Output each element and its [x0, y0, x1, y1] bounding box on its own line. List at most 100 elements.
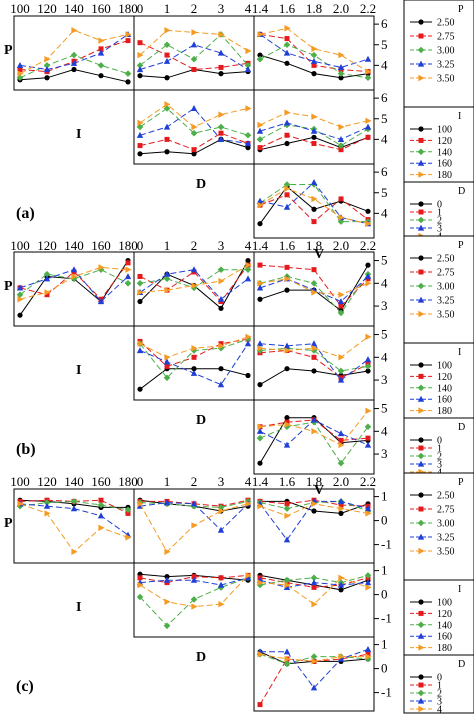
data-point	[245, 372, 251, 379]
data-point	[191, 147, 197, 153]
data-point	[191, 366, 197, 372]
series-line	[259, 500, 369, 541]
data-point	[44, 289, 51, 296]
data-point	[16, 284, 24, 291]
cell-I-V	[253, 562, 375, 638]
factor-label-D: D	[196, 413, 206, 428]
legend-entry: 120	[437, 372, 452, 383]
top-tick-label: 100	[10, 238, 30, 253]
data-point	[163, 270, 171, 277]
data-point	[245, 257, 251, 264]
data-point	[218, 31, 225, 38]
data-point	[43, 275, 51, 282]
data-point	[163, 123, 171, 130]
data-point	[98, 264, 105, 271]
data-point	[310, 579, 318, 586]
legend-marker	[418, 705, 425, 713]
legend-entry: 140	[437, 620, 452, 631]
data-point	[97, 62, 105, 69]
legend-frame	[403, 654, 474, 714]
data-point	[71, 27, 78, 34]
legend-entry: 0	[437, 673, 442, 684]
legend-entry: 2.75	[437, 505, 455, 516]
data-point	[164, 548, 171, 555]
data-point	[365, 280, 372, 287]
factor-label-D: D	[196, 650, 206, 665]
legend-entry: 2.75	[437, 268, 455, 279]
cell-frame	[133, 15, 255, 91]
legend-P: P2.50 2.75 3.00 3.25 3.50	[403, 235, 474, 344]
data-point	[245, 47, 252, 55]
top-tick-label: 2	[191, 238, 198, 253]
top-tick-label: 1	[164, 1, 171, 16]
legend-entry: 100	[437, 125, 452, 136]
data-point	[338, 441, 345, 449]
data-point	[71, 66, 77, 73]
series-line	[259, 27, 369, 73]
data-point	[164, 27, 171, 34]
data-point	[338, 502, 344, 508]
legend-marker	[417, 452, 425, 460]
data-point	[283, 505, 291, 512]
data-point	[283, 119, 291, 126]
data-point	[365, 510, 372, 517]
data-point	[163, 374, 171, 382]
data-point	[163, 576, 171, 583]
data-point	[164, 101, 171, 108]
legend-entry: 3.00	[437, 519, 455, 530]
legend-marker	[417, 395, 425, 402]
data-point	[44, 510, 51, 517]
data-point	[217, 123, 225, 131]
legend-entry: 3.25	[437, 533, 455, 544]
data-point	[164, 52, 170, 58]
legend-entry: 160	[437, 632, 452, 643]
top-tick-label: 160	[91, 238, 111, 253]
data-point	[191, 151, 197, 157]
top-tick-label: 1.8	[306, 1, 322, 16]
data-point	[284, 415, 290, 421]
data-point	[284, 25, 291, 32]
cell-frame	[253, 636, 375, 712]
top-tick-label: 2.2	[360, 1, 376, 16]
data-point	[364, 505, 372, 512]
right-axis-label: 6	[381, 90, 388, 105]
data-point	[124, 506, 132, 514]
legend-frame	[403, 342, 474, 419]
data-point	[97, 512, 105, 519]
data-point	[70, 505, 78, 512]
top-tick-label: 4	[245, 1, 252, 16]
data-point	[136, 62, 144, 69]
top-tick-label: 1.4	[252, 474, 269, 489]
data-point	[284, 275, 291, 282]
legend-frame	[403, 0, 474, 108]
data-point	[137, 386, 143, 392]
data-point	[245, 105, 252, 112]
data-point	[337, 135, 345, 142]
top-tick-label: 100	[10, 1, 30, 16]
data-point	[217, 381, 225, 388]
data-point	[244, 131, 252, 139]
data-point	[244, 62, 252, 69]
data-point	[256, 340, 264, 347]
data-point	[365, 262, 371, 268]
top-tick-label: 140	[64, 474, 84, 489]
top-tick-label: 3	[218, 1, 225, 16]
data-point	[163, 57, 171, 64]
series-line	[259, 181, 369, 225]
legend-entry: 3.50	[437, 310, 455, 321]
legend-title: D	[458, 659, 465, 670]
data-point	[244, 275, 252, 282]
data-point	[245, 261, 252, 269]
legend-marker	[417, 60, 425, 67]
data-point	[218, 64, 224, 70]
legend-entry: 1	[437, 681, 442, 692]
data-point	[365, 208, 371, 214]
data-point	[283, 49, 291, 56]
data-point	[310, 416, 318, 423]
factor-label-P: P	[4, 516, 13, 531]
data-point	[365, 584, 372, 591]
legend-entry: 160	[437, 395, 452, 406]
data-point	[310, 653, 318, 660]
top-tick-label: 2.2	[360, 238, 376, 253]
data-point	[136, 131, 144, 138]
